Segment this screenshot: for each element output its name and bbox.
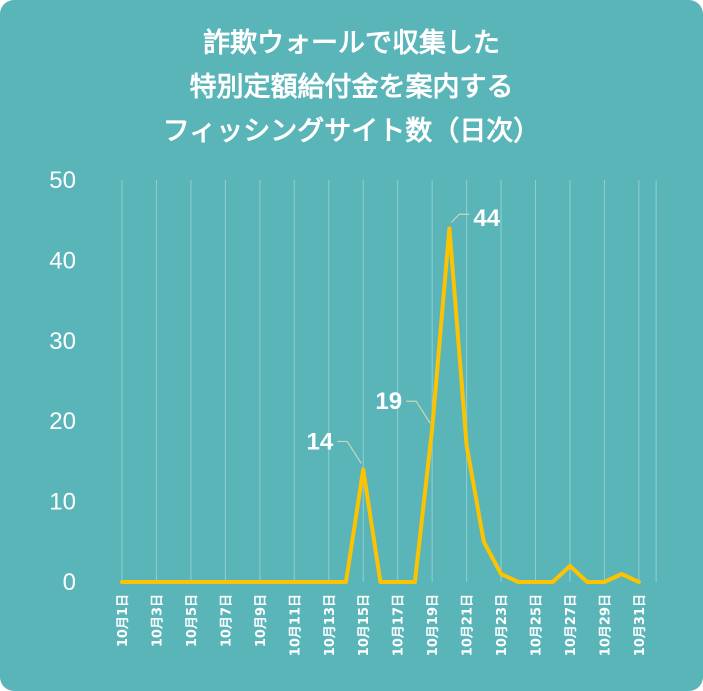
- x-tick-label: 10月9日: [254, 594, 269, 647]
- x-tick-label: 10月5日: [185, 594, 200, 647]
- y-tick-label: 10: [49, 489, 76, 516]
- x-tick-label: 10月23日: [495, 594, 510, 656]
- title-line-2: 特別定額給付金を案内する: [189, 72, 514, 103]
- data-label: 14: [307, 428, 334, 455]
- label-leaders: [337, 213, 470, 464]
- x-tick-label: 10月13日: [323, 594, 338, 656]
- data-label: 44: [473, 205, 500, 232]
- x-tick-label: 10月7日: [219, 594, 234, 647]
- x-tick-label: 10月21日: [461, 594, 476, 656]
- y-axis-ticks: 0 10 20 30 40 50: [49, 167, 76, 596]
- label-leader-line: [406, 400, 431, 424]
- y-tick-label: 30: [49, 328, 76, 355]
- y-tick-label: 40: [49, 247, 76, 274]
- x-tick-label: 10月3日: [150, 594, 165, 647]
- x-tick-label: 10月29日: [598, 594, 613, 656]
- x-tick-label: 10月31日: [633, 594, 648, 656]
- x-tick-label: 10月11日: [288, 594, 303, 656]
- chart-title: 詐欺ウォールで収集した 特別定額給付金を案内する フィッシングサイト数（日次）: [0, 22, 703, 154]
- label-leader-line: [337, 440, 362, 464]
- grid-lines: [121, 180, 657, 582]
- label-leader-line: [450, 213, 470, 223]
- y-tick-label: 50: [49, 167, 76, 194]
- series-line-path: [120, 226, 641, 584]
- x-tick-label: 10月1日: [116, 594, 131, 647]
- x-tick-label: 10月15日: [357, 594, 372, 656]
- x-tick-label: 10月19日: [426, 594, 441, 656]
- series-line: [120, 226, 641, 584]
- x-tick-label: 10月27日: [564, 594, 579, 656]
- title-line-1: 詐欺ウォールで収集した: [203, 28, 500, 59]
- x-tick-label: 10月25日: [530, 594, 545, 656]
- x-tick-label: 10月17日: [392, 594, 407, 656]
- y-tick-label: 20: [49, 408, 76, 435]
- title-line-3: フィッシングサイト数（日次）: [162, 116, 541, 147]
- data-label: 19: [375, 388, 402, 415]
- x-axis-ticks: 10月1日 10月3日 10月5日 10月7日 10月9日 10月11日 10月13日 10月…: [116, 594, 648, 656]
- data-labels: 14 19 44: [307, 205, 501, 455]
- y-tick-label: 0: [63, 569, 76, 596]
